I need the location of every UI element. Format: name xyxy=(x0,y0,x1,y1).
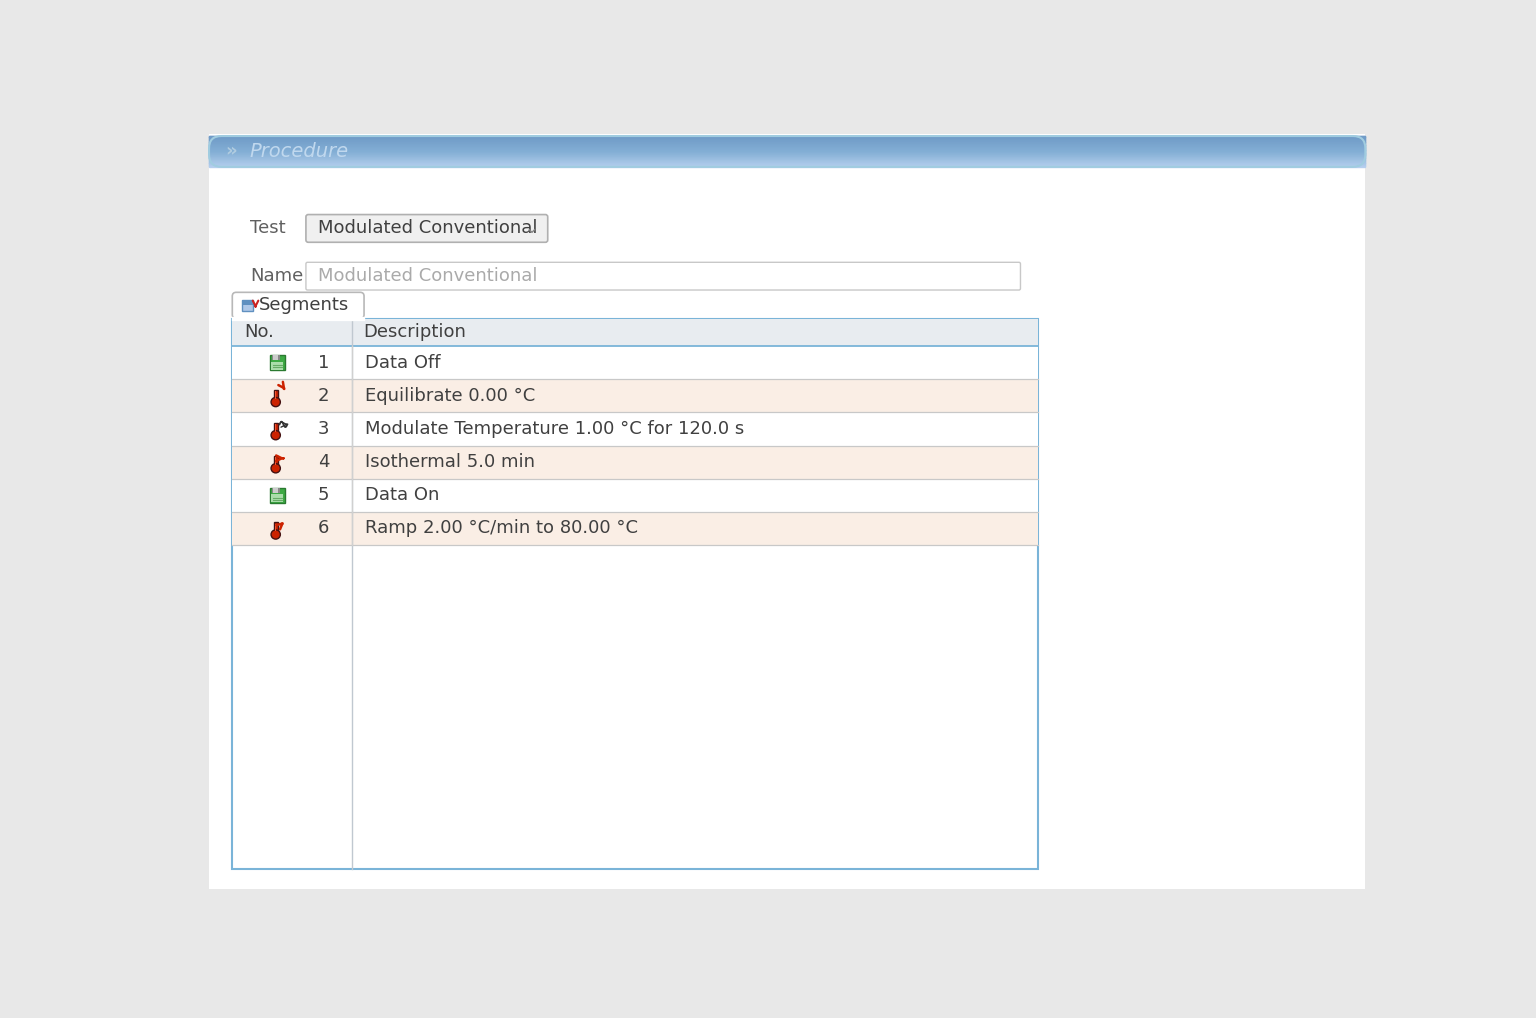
Text: 4: 4 xyxy=(318,453,330,471)
Bar xyxy=(232,412,1038,446)
Text: Isothermal 5.0 min: Isothermal 5.0 min xyxy=(366,453,535,471)
Text: Segments: Segments xyxy=(260,296,350,315)
Bar xyxy=(272,488,280,493)
Bar xyxy=(275,457,276,465)
Text: Test: Test xyxy=(250,220,286,237)
Bar xyxy=(232,319,1038,346)
Bar xyxy=(232,512,1038,545)
Bar xyxy=(232,478,1038,512)
FancyBboxPatch shape xyxy=(232,292,364,319)
Text: 2: 2 xyxy=(318,387,330,405)
Bar xyxy=(269,355,286,371)
Bar xyxy=(273,390,278,400)
Bar xyxy=(272,355,280,360)
Bar xyxy=(273,488,278,493)
Circle shape xyxy=(270,463,281,473)
Text: Modulated Conventional: Modulated Conventional xyxy=(318,220,538,237)
Text: Modulate Temperature 1.00 °C for 120.0 s: Modulate Temperature 1.00 °C for 120.0 s xyxy=(366,420,743,438)
Text: 1: 1 xyxy=(318,354,329,372)
Text: 5: 5 xyxy=(318,487,330,504)
Text: Data On: Data On xyxy=(366,487,439,504)
Bar xyxy=(232,319,1038,869)
FancyBboxPatch shape xyxy=(306,263,1020,290)
Bar xyxy=(232,380,1038,412)
Text: Modulated Conventional: Modulated Conventional xyxy=(318,267,538,285)
Text: »: » xyxy=(224,143,237,161)
Circle shape xyxy=(270,431,281,440)
Text: Name: Name xyxy=(250,267,304,285)
FancyBboxPatch shape xyxy=(306,215,548,242)
Bar xyxy=(275,523,276,531)
Bar xyxy=(273,456,278,466)
Bar xyxy=(243,300,253,304)
Bar xyxy=(273,355,278,360)
Bar xyxy=(275,391,276,399)
Bar xyxy=(243,300,253,310)
Text: Description: Description xyxy=(364,324,465,341)
Text: No.: No. xyxy=(244,324,273,341)
Bar xyxy=(232,346,1038,380)
Text: 3: 3 xyxy=(318,420,330,438)
Bar xyxy=(275,425,276,432)
Bar xyxy=(270,495,284,502)
Text: ⌄: ⌄ xyxy=(524,220,539,237)
Bar xyxy=(273,422,278,434)
Text: Procedure: Procedure xyxy=(249,142,349,161)
Bar xyxy=(269,488,286,503)
Text: Equilibrate 0.00 °C: Equilibrate 0.00 °C xyxy=(366,387,535,405)
Text: Data Off: Data Off xyxy=(366,354,441,372)
Text: 6: 6 xyxy=(318,519,329,538)
Text: Ramp 2.00 °C/min to 80.00 °C: Ramp 2.00 °C/min to 80.00 °C xyxy=(366,519,637,538)
Bar xyxy=(232,446,1038,478)
Bar xyxy=(273,522,278,533)
Circle shape xyxy=(270,530,281,540)
Circle shape xyxy=(270,397,281,406)
Bar xyxy=(270,362,284,370)
